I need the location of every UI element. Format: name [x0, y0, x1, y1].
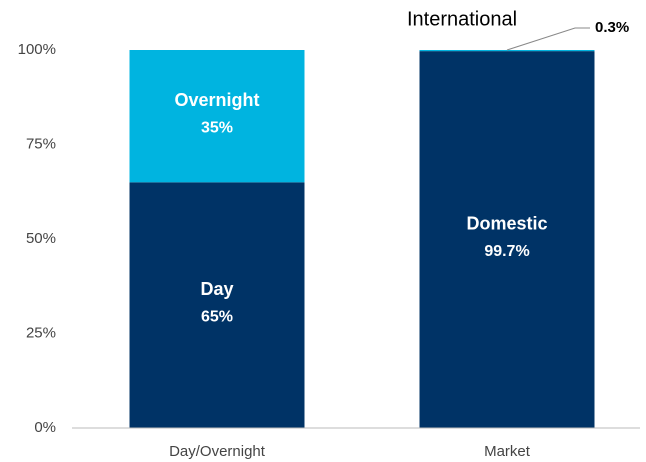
y-tick-label: 75%	[26, 135, 56, 152]
segment-value-label: 35%	[201, 119, 233, 136]
bar-segment	[129, 50, 305, 183]
leader-line	[506, 27, 590, 51]
segment-name: International	[407, 8, 517, 30]
segment-name: Day	[200, 279, 233, 299]
x-tick-label: Day/Overnight	[169, 443, 266, 460]
segment-value-label: 99.7%	[484, 243, 529, 260]
bar-segment	[419, 51, 595, 428]
bar-segment	[419, 50, 595, 52]
y-tick-label: 25%	[26, 324, 56, 341]
y-tick-label: 0%	[34, 419, 56, 436]
segment-name: Domestic	[466, 213, 547, 233]
bar-segment	[129, 182, 305, 428]
segment-name: Overnight	[174, 90, 259, 110]
x-tick-label: Market	[484, 443, 531, 460]
y-tick-label: 100%	[18, 41, 56, 58]
segment-value-label: 65%	[201, 308, 233, 325]
segment-value-label: 0.3%	[595, 19, 629, 36]
y-tick-label: 50%	[26, 230, 56, 247]
